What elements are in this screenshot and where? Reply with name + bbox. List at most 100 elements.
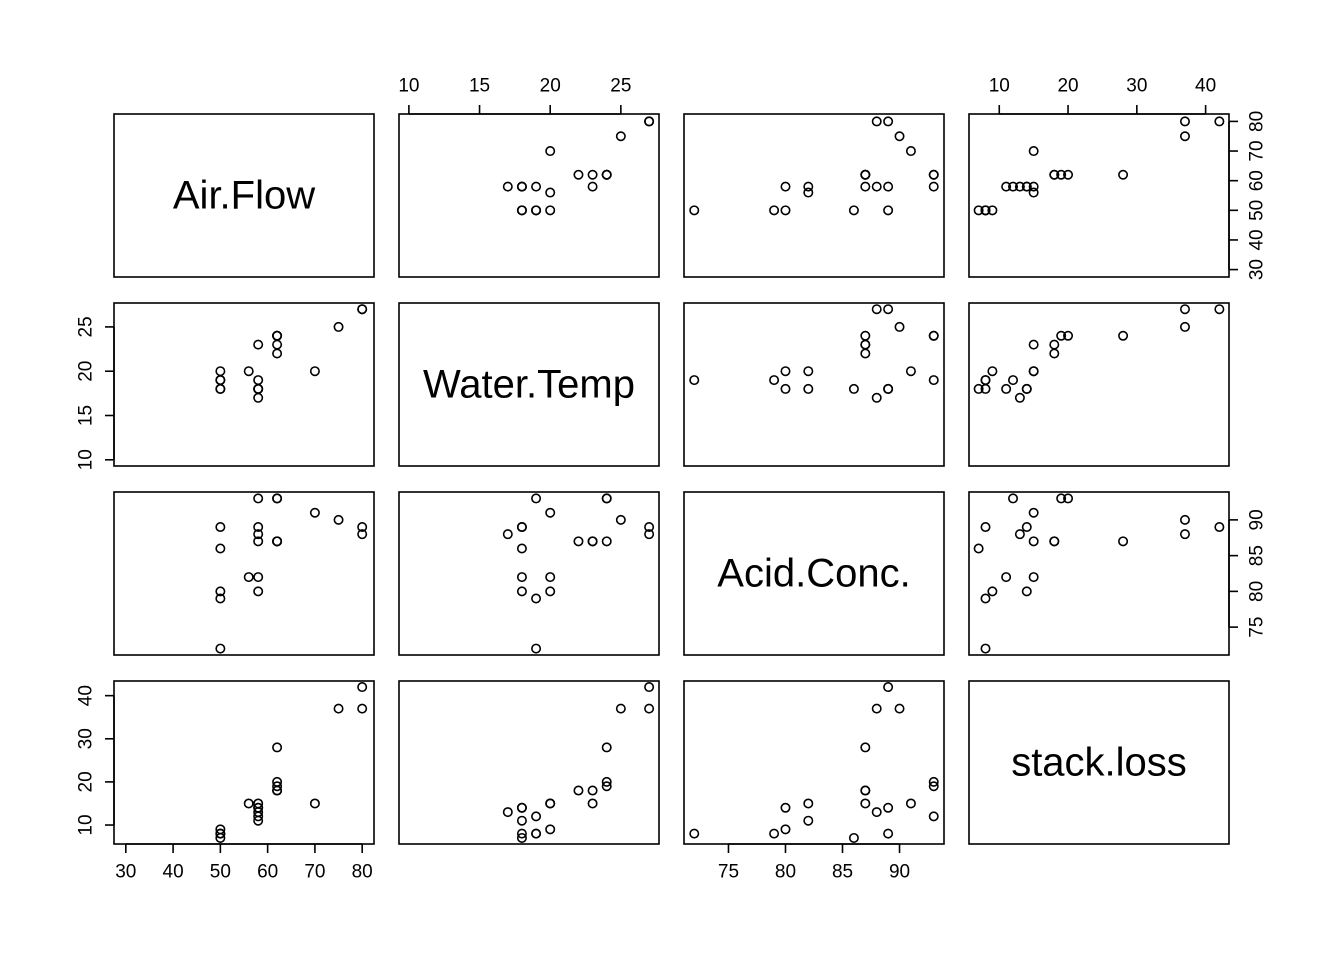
tick-label: 70 bbox=[304, 862, 325, 883]
data-point-21 bbox=[905, 146, 916, 157]
tick-label: 30 bbox=[76, 728, 97, 749]
data-point-6 bbox=[587, 785, 598, 796]
data-point-9 bbox=[253, 536, 264, 547]
data-point-12 bbox=[871, 181, 882, 192]
tick-label: 40 bbox=[1195, 76, 1216, 97]
data-point-8 bbox=[272, 776, 283, 787]
data-point-12 bbox=[502, 181, 513, 192]
panel-acid-conc-vs-water-temp bbox=[398, 491, 660, 656]
data-point-13 bbox=[1001, 383, 1012, 394]
data-point-20 bbox=[243, 366, 254, 377]
data-point-17 bbox=[689, 375, 700, 386]
data-point-20 bbox=[803, 798, 814, 809]
data-point-18 bbox=[980, 375, 991, 386]
data-point-4 bbox=[601, 536, 612, 547]
top-x-axis-stack-loss: 10 20 30 40 bbox=[989, 76, 1216, 115]
data-point-12 bbox=[1014, 529, 1025, 540]
data-point-9 bbox=[587, 536, 598, 547]
data-point-11 bbox=[516, 802, 527, 813]
data-point-8 bbox=[1063, 169, 1074, 180]
data-point-21 bbox=[905, 798, 916, 809]
data-point-10 bbox=[780, 383, 791, 394]
data-point-4 bbox=[1118, 330, 1129, 341]
panel-frame bbox=[398, 302, 660, 467]
data-point-19 bbox=[545, 205, 556, 216]
data-point-12 bbox=[253, 392, 264, 403]
variable-label: Acid.Conc. bbox=[717, 552, 910, 596]
panel-water-temp-vs-water-temp: Water.Temp bbox=[398, 302, 660, 467]
panel-frame bbox=[398, 680, 660, 845]
tick-label: 75 bbox=[1247, 617, 1268, 638]
tick-label: 80 bbox=[352, 862, 373, 883]
data-point-13 bbox=[803, 181, 814, 192]
panel-acid-conc-vs-stack-loss bbox=[968, 491, 1230, 656]
data-point-8 bbox=[272, 330, 283, 341]
panel-frame bbox=[398, 491, 660, 656]
data-point-12 bbox=[1014, 392, 1025, 403]
data-point-13 bbox=[516, 181, 527, 192]
tick-label: 25 bbox=[76, 316, 97, 337]
panel-stack-loss-vs-stack-loss: stack.loss bbox=[968, 680, 1230, 845]
data-point-16 bbox=[848, 205, 859, 216]
data-point-2 bbox=[644, 703, 655, 714]
data-point-11 bbox=[883, 181, 894, 192]
data-point-3 bbox=[615, 131, 626, 142]
data-point-17 bbox=[689, 205, 700, 216]
data-point-1 bbox=[883, 116, 894, 127]
data-point-15 bbox=[215, 522, 226, 533]
data-point-11 bbox=[883, 802, 894, 813]
data-point-9 bbox=[1028, 181, 1039, 192]
data-point-20 bbox=[1028, 572, 1039, 583]
panel-stack-loss-vs-water-temp bbox=[398, 680, 660, 845]
data-point-12 bbox=[871, 807, 882, 818]
left-y-axis-stack-loss: 10 20 30 40 bbox=[76, 685, 115, 836]
data-point-13 bbox=[253, 572, 264, 583]
data-point-14 bbox=[1008, 181, 1019, 192]
data-point-2 bbox=[871, 116, 882, 127]
data-point-7 bbox=[1056, 169, 1067, 180]
data-point-3 bbox=[615, 703, 626, 714]
tick-label: 10 bbox=[76, 814, 97, 835]
data-point-1 bbox=[883, 682, 894, 693]
data-point-11 bbox=[1021, 383, 1032, 394]
tick-label: 80 bbox=[1247, 581, 1268, 602]
data-point-16 bbox=[516, 832, 527, 843]
data-point-16 bbox=[848, 832, 859, 843]
data-point-18 bbox=[531, 205, 542, 216]
data-point-4 bbox=[601, 742, 612, 753]
tick-label: 40 bbox=[1247, 229, 1268, 250]
data-point-12 bbox=[871, 392, 882, 403]
data-point-10 bbox=[780, 181, 791, 192]
data-point-14 bbox=[253, 493, 264, 504]
data-point-10 bbox=[516, 586, 527, 597]
tick-label: 15 bbox=[76, 405, 97, 426]
data-point-19 bbox=[545, 586, 556, 597]
data-point-16 bbox=[973, 543, 984, 554]
data-point-18 bbox=[980, 593, 991, 604]
data-point-6 bbox=[272, 536, 283, 547]
data-point-4 bbox=[272, 742, 283, 753]
data-point-6 bbox=[860, 169, 871, 180]
data-point-13 bbox=[1001, 181, 1012, 192]
tick-label: 15 bbox=[469, 76, 490, 97]
panels-layer: Air.Flow Water.Temp Acid.Conc. stack.loss bbox=[113, 113, 1230, 845]
data-point-14 bbox=[1008, 375, 1019, 386]
data-point-8 bbox=[601, 169, 612, 180]
data-point-19 bbox=[780, 205, 791, 216]
data-point-13 bbox=[253, 815, 264, 826]
data-point-1 bbox=[644, 682, 655, 693]
data-point-3 bbox=[894, 703, 905, 714]
data-point-19 bbox=[987, 366, 998, 377]
data-point-1 bbox=[1214, 304, 1225, 315]
data-point-9 bbox=[860, 339, 871, 350]
tick-label: 30 bbox=[115, 862, 136, 883]
data-point-11 bbox=[253, 522, 264, 533]
tick-label: 50 bbox=[1247, 200, 1268, 221]
data-point-21 bbox=[1028, 507, 1039, 518]
data-point-14 bbox=[253, 811, 264, 822]
data-point-1 bbox=[883, 304, 894, 315]
data-point-8 bbox=[601, 493, 612, 504]
data-point-15 bbox=[516, 522, 527, 533]
top-x-axis-water-temp: 10 15 20 25 bbox=[398, 76, 631, 115]
